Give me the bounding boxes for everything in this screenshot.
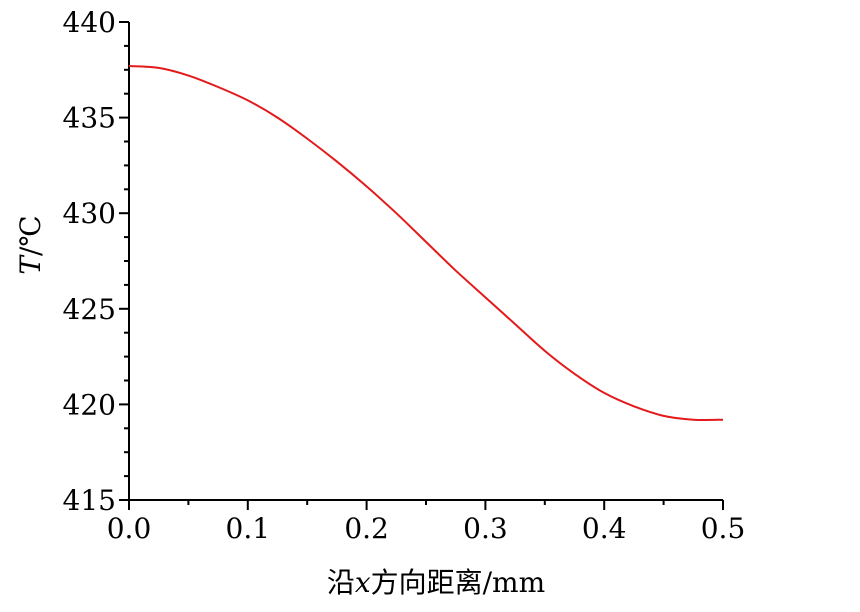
- x-tick-label: 0.1: [226, 512, 271, 545]
- ticks: 0.0 0.1 0.2 0.3 0.4 0.5 415 420 425 430 435 440: [63, 6, 746, 545]
- x-tick-label: 0.5: [701, 512, 746, 545]
- y-axis-label: T/℃: [14, 215, 47, 274]
- y-tick-label: 425: [63, 293, 116, 326]
- y-tick-label: 435: [63, 102, 116, 135]
- x-tick-label: 0.0: [107, 512, 152, 545]
- y-tick-label: 420: [63, 388, 116, 421]
- plot-area: [128, 64, 724, 421]
- y-tick-label: 430: [63, 197, 116, 230]
- x-tick-label: 0.4: [582, 512, 627, 545]
- y-tick-label: 415: [63, 484, 116, 517]
- axes: [128, 22, 723, 501]
- x-axis-label: 沿x方向距离/mm: [327, 566, 545, 599]
- x-tick-label: 0.2: [344, 512, 389, 545]
- series-line: [128, 64, 724, 421]
- x-tick-label: 0.3: [463, 512, 508, 545]
- y-tick-label: 440: [63, 6, 116, 39]
